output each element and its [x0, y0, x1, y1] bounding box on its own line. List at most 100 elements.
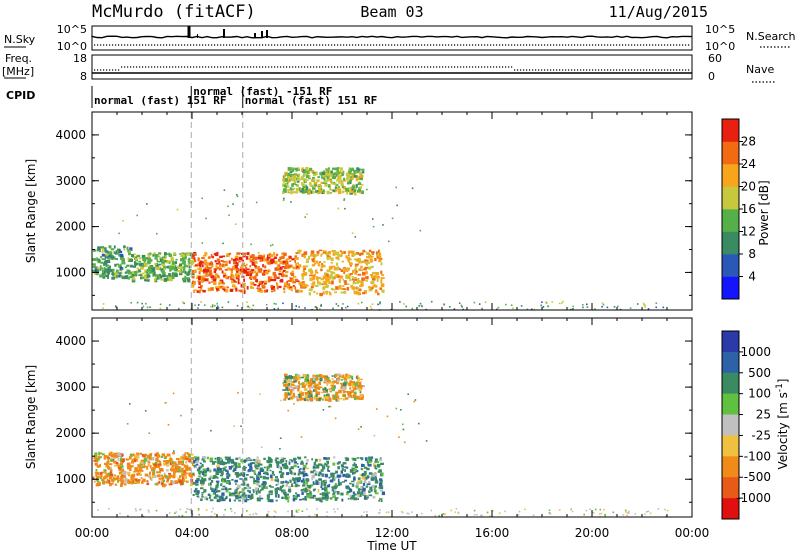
data-cell — [274, 268, 278, 271]
data-cell — [419, 302, 422, 305]
data-cell — [356, 457, 360, 459]
data-cell — [309, 397, 313, 401]
data-cell — [368, 249, 372, 252]
data-cell — [275, 499, 278, 502]
data-cell — [360, 378, 363, 381]
data-cell — [250, 459, 253, 462]
data-cell — [163, 268, 166, 271]
data-cell — [324, 462, 327, 465]
data-cell — [343, 271, 346, 274]
data-cell — [374, 485, 377, 488]
data-cell — [259, 475, 263, 479]
data-cell — [107, 267, 111, 271]
data-cell — [349, 387, 352, 390]
data-cell — [230, 510, 233, 513]
data-cell — [236, 305, 239, 307]
data-cell — [254, 472, 257, 475]
data-cell — [184, 253, 187, 256]
data-cell — [345, 275, 348, 279]
data-cell — [236, 491, 239, 495]
data-cell — [187, 453, 190, 456]
data-cell — [147, 474, 151, 478]
data-cell — [305, 184, 307, 187]
data-cell — [332, 384, 335, 388]
data-cell — [352, 282, 356, 285]
data-cell — [297, 267, 300, 270]
freq-panel: Freq. [MHz] 18 8 60 0 Nave — [2, 52, 776, 83]
data-cell — [321, 283, 325, 286]
data-cell — [372, 253, 374, 255]
data-cell — [175, 258, 178, 261]
data-cell — [308, 177, 311, 180]
data-cell — [147, 259, 151, 261]
data-cell — [356, 491, 361, 495]
data-cell — [211, 305, 214, 308]
power-colorbar-tick-label: 20 — [741, 180, 756, 194]
data-cell — [256, 477, 260, 480]
data-cell — [103, 476, 106, 480]
data-cell — [113, 461, 116, 464]
data-cell — [282, 269, 286, 273]
data-cell — [210, 429, 212, 432]
data-cell — [262, 264, 264, 268]
data-cell — [305, 481, 309, 485]
data-cell — [460, 304, 463, 307]
data-cell — [154, 262, 157, 266]
data-cell — [271, 244, 274, 246]
data-cell — [371, 476, 374, 480]
data-cell — [102, 481, 105, 485]
data-cell — [418, 422, 420, 425]
data-cell — [486, 511, 489, 514]
data-cell — [230, 508, 232, 510]
data-cell — [438, 514, 441, 517]
data-cell — [187, 278, 191, 283]
data-cell — [183, 302, 185, 305]
data-cell — [320, 303, 322, 306]
data-cell — [171, 275, 175, 280]
data-cell — [258, 490, 261, 494]
data-cell — [354, 291, 359, 294]
data-cell — [279, 266, 283, 270]
data-cell — [325, 495, 327, 500]
data-cell — [262, 485, 265, 489]
data-cell — [251, 470, 255, 472]
x-tick-label: 08:00 — [275, 526, 310, 540]
nsky-line — [91, 35, 693, 39]
data-cell — [247, 486, 250, 490]
data-cell — [266, 256, 271, 259]
data-cell — [226, 286, 229, 289]
data-cell — [348, 262, 352, 265]
data-cell — [131, 473, 136, 476]
data-cell — [349, 469, 354, 473]
data-cell — [315, 397, 319, 402]
data-cell — [213, 513, 216, 515]
data-cell — [191, 273, 195, 275]
data-cell — [386, 415, 389, 418]
data-cell — [138, 464, 142, 469]
data-cell — [168, 261, 171, 265]
data-cell — [144, 257, 148, 259]
data-cell — [337, 466, 340, 470]
data-cell — [306, 186, 309, 190]
data-cell — [359, 252, 361, 257]
data-cell — [279, 485, 284, 488]
data-cell — [304, 496, 307, 499]
data-cell — [253, 284, 257, 286]
data-cell — [328, 476, 331, 479]
data-cell — [348, 187, 352, 190]
data-cell — [221, 459, 223, 462]
colorbar-swatch — [722, 393, 739, 415]
data-cell — [120, 481, 125, 484]
data-cell — [253, 276, 257, 280]
data-cell — [104, 273, 107, 277]
data-cell — [246, 510, 248, 512]
data-cell — [306, 260, 309, 263]
data-cell — [203, 478, 207, 482]
data-cell — [107, 472, 111, 475]
data-cell — [116, 475, 120, 479]
data-cell — [126, 458, 130, 460]
data-cell — [112, 476, 115, 481]
data-cell — [99, 476, 102, 480]
nave-tick-top: 60 — [708, 52, 722, 65]
